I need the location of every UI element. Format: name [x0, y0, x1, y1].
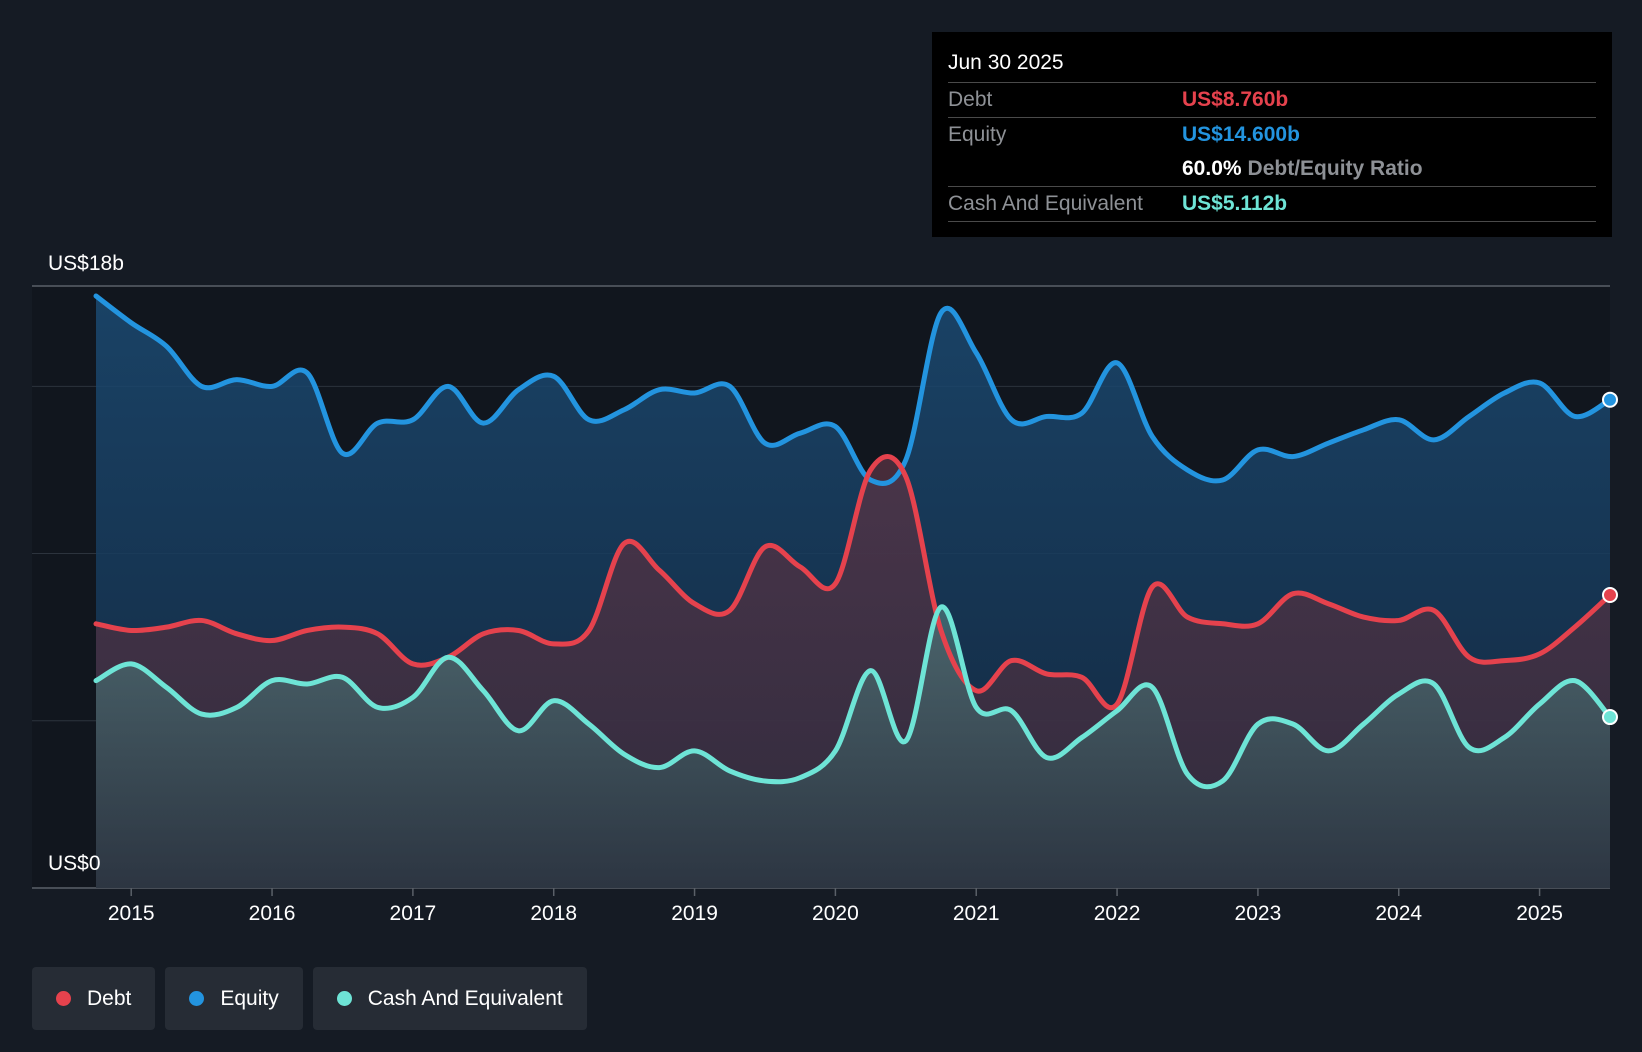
- x-tick-label: 2021: [953, 902, 1000, 925]
- legend-label-debt: Debt: [87, 986, 132, 1010]
- series-areas: [96, 296, 1610, 888]
- x-tick-label: 2015: [108, 902, 155, 925]
- x-tick-label: 2020: [812, 902, 859, 925]
- tooltip-equity-value: US$14.600b: [1182, 123, 1300, 146]
- end-markers: [1602, 391, 1618, 726]
- legend: Debt Equity Cash And Equivalent: [32, 967, 587, 1030]
- x-tick-label: 2016: [249, 902, 296, 925]
- tooltip-debt-row: Debt US$8.760b: [948, 83, 1596, 118]
- cash-end-marker[interactable]: [1602, 709, 1618, 726]
- y-axis-top-label: US$18b: [48, 252, 124, 275]
- legend-item-debt[interactable]: Debt: [32, 967, 156, 1030]
- equity-dot-icon: [189, 991, 205, 1006]
- x-tick-label: 2025: [1516, 902, 1563, 925]
- debt-end-marker[interactable]: [1602, 587, 1618, 604]
- tooltip-cash-value: US$5.112b: [1182, 192, 1288, 215]
- legend-label-equity: Equity: [220, 986, 279, 1010]
- debt-line: [93, 454, 1613, 710]
- tooltip-panel: Jun 30 2025 Debt US$8.760b Equity US$14.…: [932, 32, 1612, 237]
- series-lines: [93, 293, 1613, 790]
- tooltip-ratio-value: 60.0%: [1182, 157, 1242, 180]
- tooltip-debt-label: Debt: [948, 88, 993, 111]
- y-axis-bottom-label: US$0: [48, 852, 101, 875]
- cash-dot-icon: [336, 991, 352, 1006]
- legend-label-cash: Cash And Equivalent: [367, 986, 563, 1010]
- x-tick-label: 2024: [1375, 902, 1422, 925]
- x-tick-label: 2018: [530, 902, 577, 925]
- tooltip-debt-value: US$8.760b: [1182, 88, 1289, 111]
- legend-item-equity[interactable]: Equity: [165, 967, 303, 1030]
- tooltip-ratio-label: Debt/Equity Ratio: [1247, 157, 1423, 180]
- tooltip-cash-label: Cash And Equivalent: [948, 192, 1143, 215]
- cash-line: [93, 604, 1613, 790]
- tooltip-equity-row: Equity US$14.600b: [948, 118, 1596, 152]
- tooltip-date: Jun 30 2025: [948, 46, 1596, 83]
- x-tick-label: 2023: [1235, 902, 1282, 925]
- tooltip-equity-label: Equity: [948, 123, 1007, 146]
- legend-item-cash[interactable]: Cash And Equivalent: [312, 967, 587, 1030]
- tooltip-ratio-row: 60.0% Debt/Equity Ratio: [948, 152, 1596, 187]
- x-tick-label: 2022: [1094, 902, 1141, 925]
- x-tick-label: 2017: [390, 902, 437, 925]
- cash-area: [96, 606, 1610, 888]
- tooltip-cash-row: Cash And Equivalent US$5.112b: [948, 187, 1596, 222]
- x-axis: 2015 2016 2017 2018 2019 2020 2021 2022 2023 2024…: [108, 888, 1563, 925]
- debt-dot-icon: [56, 991, 71, 1006]
- equity-end-marker[interactable]: [1602, 391, 1618, 408]
- x-tick-label: 2019: [671, 902, 718, 925]
